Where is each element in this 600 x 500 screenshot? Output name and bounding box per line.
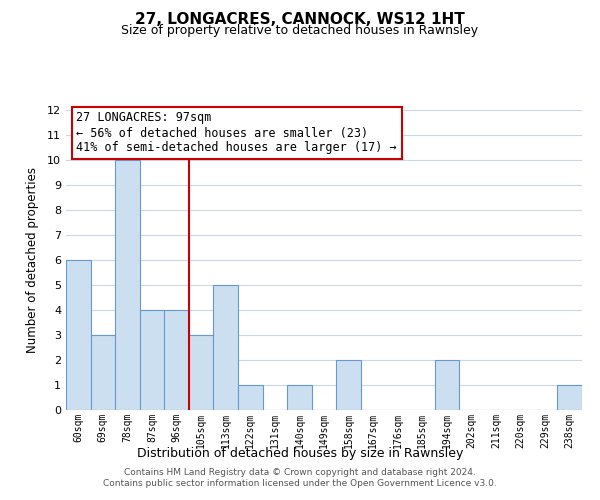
- Text: Size of property relative to detached houses in Rawnsley: Size of property relative to detached ho…: [121, 24, 479, 37]
- Bar: [287, 385, 312, 410]
- Bar: [557, 385, 582, 410]
- Y-axis label: Number of detached properties: Number of detached properties: [26, 167, 38, 353]
- Bar: [434, 360, 459, 410]
- Bar: [336, 360, 361, 410]
- Bar: [115, 160, 140, 410]
- Text: 27 LONGACRES: 97sqm
← 56% of detached houses are smaller (23)
41% of semi-detach: 27 LONGACRES: 97sqm ← 56% of detached ho…: [76, 112, 397, 154]
- Text: Contains HM Land Registry data © Crown copyright and database right 2024.
Contai: Contains HM Land Registry data © Crown c…: [103, 468, 497, 487]
- Bar: [140, 310, 164, 410]
- Bar: [66, 260, 91, 410]
- Bar: [238, 385, 263, 410]
- Text: Distribution of detached houses by size in Rawnsley: Distribution of detached houses by size …: [137, 448, 463, 460]
- Bar: [164, 310, 189, 410]
- Bar: [214, 285, 238, 410]
- Bar: [91, 335, 115, 410]
- Bar: [189, 335, 214, 410]
- Text: 27, LONGACRES, CANNOCK, WS12 1HT: 27, LONGACRES, CANNOCK, WS12 1HT: [135, 12, 465, 28]
